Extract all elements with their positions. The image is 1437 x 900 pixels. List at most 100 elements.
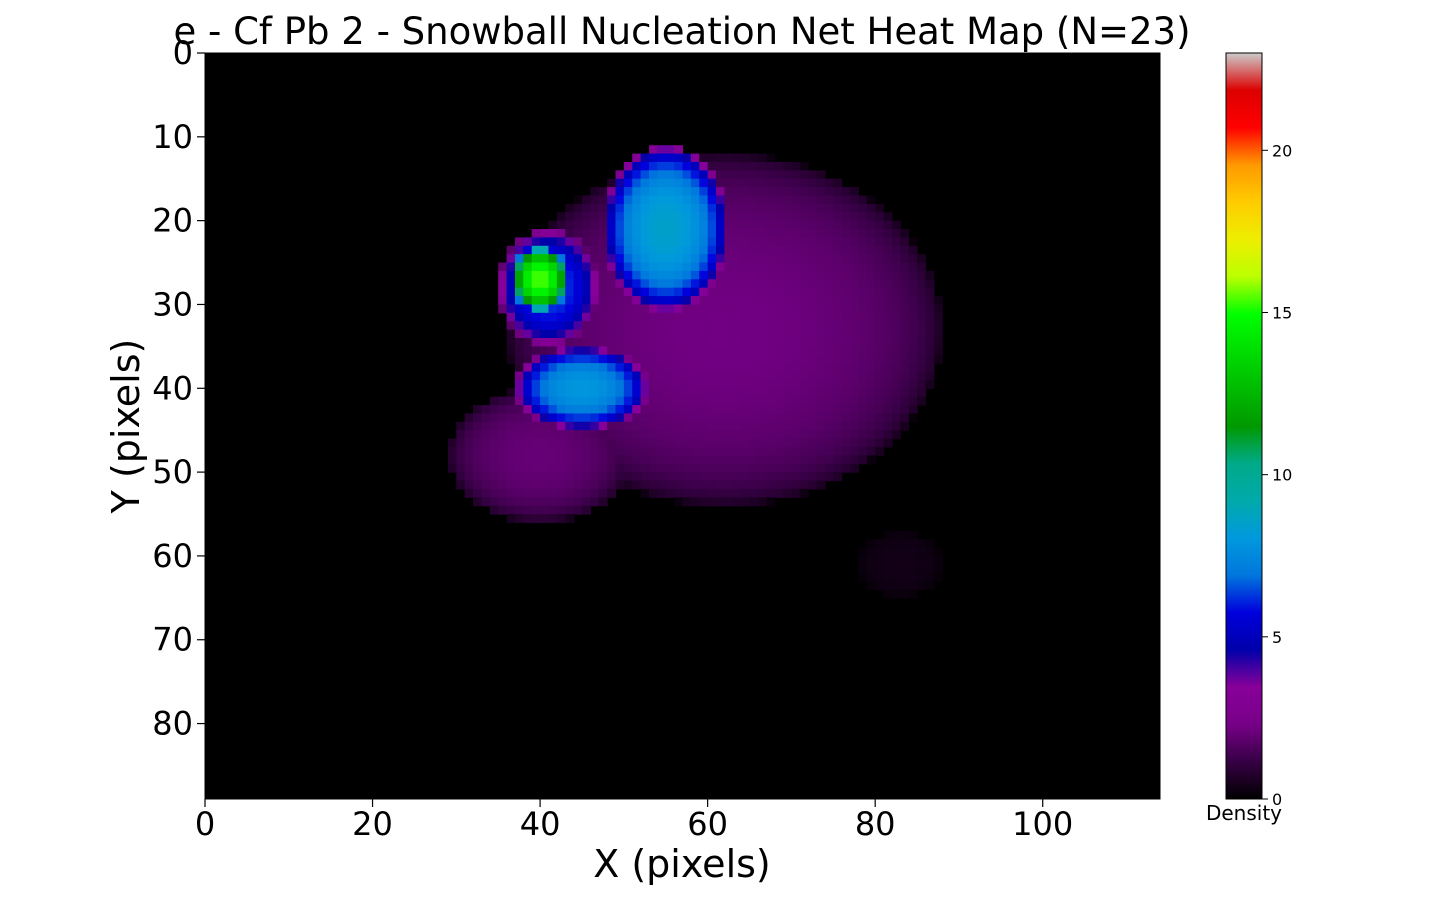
heat-cell: [733, 413, 742, 422]
heat-cell: [758, 397, 767, 406]
heat-cell: [699, 372, 708, 381]
heat-cell: [532, 506, 541, 515]
heat-cell: [867, 455, 876, 464]
heat-cell: [523, 464, 532, 473]
heat-cell: [507, 422, 516, 431]
heat-cell: [565, 439, 574, 448]
heat-cell: [791, 246, 800, 255]
heat-cell: [708, 154, 717, 163]
heat-cell: [532, 288, 541, 297]
heat-cell: [691, 179, 700, 188]
heat-cell: [615, 288, 624, 297]
heat-cell: [557, 212, 566, 221]
heat-cell: [750, 221, 759, 230]
heat-cell: [825, 330, 834, 339]
heat-cell: [909, 413, 918, 422]
heat-cell: [557, 221, 566, 230]
heat-cell: [456, 447, 465, 456]
heat-cell: [783, 212, 792, 221]
heat-cell: [590, 204, 599, 213]
heat-cell: [808, 363, 817, 372]
heat-cell: [875, 330, 884, 339]
heat-cell: [599, 355, 608, 364]
heat-cell: [624, 304, 633, 313]
heat-cell: [582, 288, 591, 297]
heat-cell: [624, 480, 633, 489]
heat-cell: [574, 439, 583, 448]
heat-cell: [825, 263, 834, 272]
heat-cell: [741, 221, 750, 230]
heat-cell: [691, 246, 700, 255]
heat-cell: [515, 380, 524, 389]
heat-cell: [808, 388, 817, 397]
heat-cell: [825, 195, 834, 204]
heat-cell: [641, 288, 650, 297]
heat-cell: [783, 288, 792, 297]
heat-cell: [850, 355, 859, 364]
heat-cell: [649, 254, 658, 263]
heat-cell: [724, 187, 733, 196]
heat-cell: [925, 363, 934, 372]
heat-cell: [582, 497, 591, 506]
heat-cell: [884, 430, 893, 439]
heat-cell: [858, 296, 867, 305]
heat-cell: [666, 145, 675, 154]
heat-cell: [641, 271, 650, 280]
y-axis: 01020304050607080: [152, 34, 205, 743]
heat-cell: [884, 405, 893, 414]
heat-cell: [900, 346, 909, 355]
heat-cell: [817, 430, 826, 439]
heat-cell: [691, 154, 700, 163]
heat-cell: [507, 480, 516, 489]
heat-cell: [557, 372, 566, 381]
heat-cell: [842, 246, 851, 255]
heat-cell: [574, 388, 583, 397]
heat-cell: [825, 212, 834, 221]
heat-cell: [548, 405, 557, 414]
heat-cell: [674, 313, 683, 322]
heat-cell: [515, 506, 524, 515]
heat-cell: [607, 455, 616, 464]
heat-cell: [649, 296, 658, 305]
heat-cell: [791, 304, 800, 313]
heat-cell: [800, 246, 809, 255]
heat-cell: [507, 304, 516, 313]
heat-cell: [632, 422, 641, 431]
heat-cell: [775, 430, 784, 439]
heat-cell: [523, 430, 532, 439]
heat-cell: [867, 288, 876, 297]
heat-cell: [791, 439, 800, 448]
heat-cell: [540, 363, 549, 372]
heat-cell: [817, 422, 826, 431]
heat-cell: [465, 489, 474, 498]
heat-cell: [481, 497, 490, 506]
heat-cell: [733, 363, 742, 372]
heat-cell: [858, 447, 867, 456]
heat-cell: [825, 296, 834, 305]
heat-cell: [548, 346, 557, 355]
heat-cell: [582, 413, 591, 422]
heat-cell: [708, 422, 717, 431]
heat-cell: [733, 304, 742, 313]
heat-cell: [842, 338, 851, 347]
heat-cell: [875, 212, 884, 221]
heat-cell: [750, 187, 759, 196]
heat-cell: [691, 204, 700, 213]
heat-cell: [683, 405, 692, 414]
heat-cell: [825, 380, 834, 389]
heat-cell: [716, 413, 725, 422]
heat-cell: [791, 170, 800, 179]
heat-cell: [632, 212, 641, 221]
heat-cell: [649, 221, 658, 230]
heat-cell: [817, 179, 826, 188]
heat-cell: [909, 581, 918, 590]
heat-cell: [624, 430, 633, 439]
heat-cell: [691, 304, 700, 313]
heat-cell: [833, 355, 842, 364]
heat-cell: [875, 581, 884, 590]
heat-cell: [833, 296, 842, 305]
heat-cell: [515, 388, 524, 397]
heat-cell: [607, 221, 616, 230]
heat-cell: [716, 162, 725, 171]
heat-cell: [615, 304, 624, 313]
